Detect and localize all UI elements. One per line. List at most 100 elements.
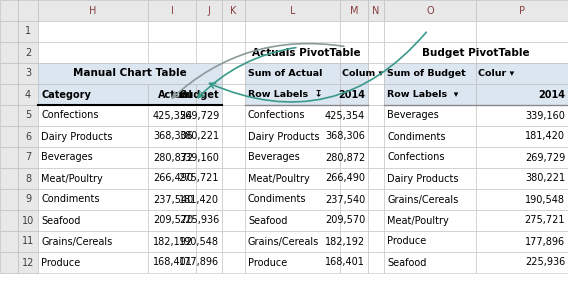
Bar — [245, 21, 340, 42]
Bar — [196, 63, 222, 84]
Text: 181,420: 181,420 — [525, 131, 565, 141]
Text: Meat/Poultry: Meat/Poultry — [248, 173, 310, 183]
Bar — [0, 189, 18, 210]
Bar — [245, 231, 340, 252]
Bar — [222, 168, 245, 189]
Bar — [476, 84, 568, 105]
Bar — [384, 252, 476, 273]
Text: 225,936: 225,936 — [525, 258, 565, 268]
Bar — [148, 168, 196, 189]
Bar — [245, 252, 340, 273]
Bar — [196, 168, 222, 189]
Text: Condiments: Condiments — [41, 195, 99, 205]
Text: Confections: Confections — [248, 111, 306, 121]
Bar — [384, 105, 476, 126]
Text: P: P — [519, 6, 525, 16]
Bar — [18, 21, 38, 42]
Bar — [148, 84, 196, 105]
Text: Budget PivotTable: Budget PivotTable — [422, 48, 530, 58]
Text: Grains/Cereals: Grains/Cereals — [387, 195, 458, 205]
Bar — [384, 42, 476, 63]
Bar — [384, 63, 476, 84]
Bar — [196, 252, 222, 273]
Text: 177,896: 177,896 — [179, 258, 219, 268]
Bar — [38, 0, 148, 21]
Text: 380,221: 380,221 — [525, 173, 565, 183]
Text: 269,729: 269,729 — [525, 153, 565, 163]
Bar — [196, 0, 222, 21]
Bar — [0, 168, 18, 189]
Text: Category: Category — [41, 89, 91, 99]
Bar — [148, 105, 196, 126]
Text: 225,936: 225,936 — [179, 216, 219, 225]
Bar — [222, 252, 245, 273]
Bar — [476, 21, 568, 42]
Bar — [38, 189, 148, 210]
Bar — [245, 0, 340, 21]
Bar — [38, 168, 148, 189]
Bar — [222, 63, 245, 84]
Bar — [222, 231, 245, 252]
Bar — [148, 42, 196, 63]
Text: M: M — [350, 6, 358, 16]
Text: 2014: 2014 — [338, 89, 365, 99]
Text: Meat/Poultry: Meat/Poultry — [41, 173, 103, 183]
Bar — [18, 210, 38, 231]
Bar — [222, 42, 245, 63]
Bar — [245, 210, 340, 231]
Text: N: N — [372, 6, 379, 16]
Text: 339,160: 339,160 — [525, 111, 565, 121]
Bar — [245, 63, 340, 84]
Text: Condiments: Condiments — [387, 131, 445, 141]
Bar — [222, 105, 245, 126]
Bar — [476, 63, 568, 84]
Text: O: O — [426, 6, 434, 16]
Bar — [148, 210, 196, 231]
Text: 237,540: 237,540 — [153, 195, 193, 205]
Bar — [148, 147, 196, 168]
Bar — [18, 231, 38, 252]
Text: 182,192: 182,192 — [153, 236, 193, 246]
Text: 266,490: 266,490 — [325, 173, 365, 183]
Bar — [368, 168, 384, 189]
Text: Dairy Products: Dairy Products — [41, 131, 112, 141]
Bar — [245, 147, 340, 168]
Bar — [222, 84, 245, 105]
Bar — [38, 210, 148, 231]
Text: Colum ▾: Colum ▾ — [342, 69, 383, 78]
Bar — [196, 84, 222, 105]
Bar — [0, 84, 18, 105]
Text: J: J — [207, 6, 210, 16]
Bar — [384, 189, 476, 210]
Bar — [476, 189, 568, 210]
Bar — [384, 168, 476, 189]
Bar — [222, 0, 245, 21]
Bar — [368, 42, 384, 63]
Text: Beverages: Beverages — [41, 153, 93, 163]
Bar — [0, 231, 18, 252]
Bar — [0, 63, 18, 84]
Text: Sum of Actual: Sum of Actual — [248, 69, 323, 78]
Text: 5: 5 — [25, 111, 31, 121]
Text: 7: 7 — [25, 153, 31, 163]
Text: I: I — [170, 6, 173, 16]
Bar — [368, 189, 384, 210]
Bar — [196, 210, 222, 231]
Bar — [476, 210, 568, 231]
Text: Grains/Cereals: Grains/Cereals — [248, 236, 319, 246]
Bar — [384, 210, 476, 231]
Bar — [476, 126, 568, 147]
Text: Confections: Confections — [387, 153, 445, 163]
Bar — [476, 231, 568, 252]
Bar — [340, 126, 368, 147]
Text: 177,896: 177,896 — [525, 236, 565, 246]
Text: Condiments: Condiments — [248, 195, 307, 205]
Text: 237,540: 237,540 — [325, 195, 365, 205]
Bar — [38, 252, 148, 273]
Bar — [38, 63, 148, 84]
Bar — [340, 84, 368, 105]
Bar — [0, 42, 18, 63]
Text: 2: 2 — [25, 48, 31, 58]
Text: Sum of Budget: Sum of Budget — [387, 69, 466, 78]
Bar — [196, 105, 222, 126]
